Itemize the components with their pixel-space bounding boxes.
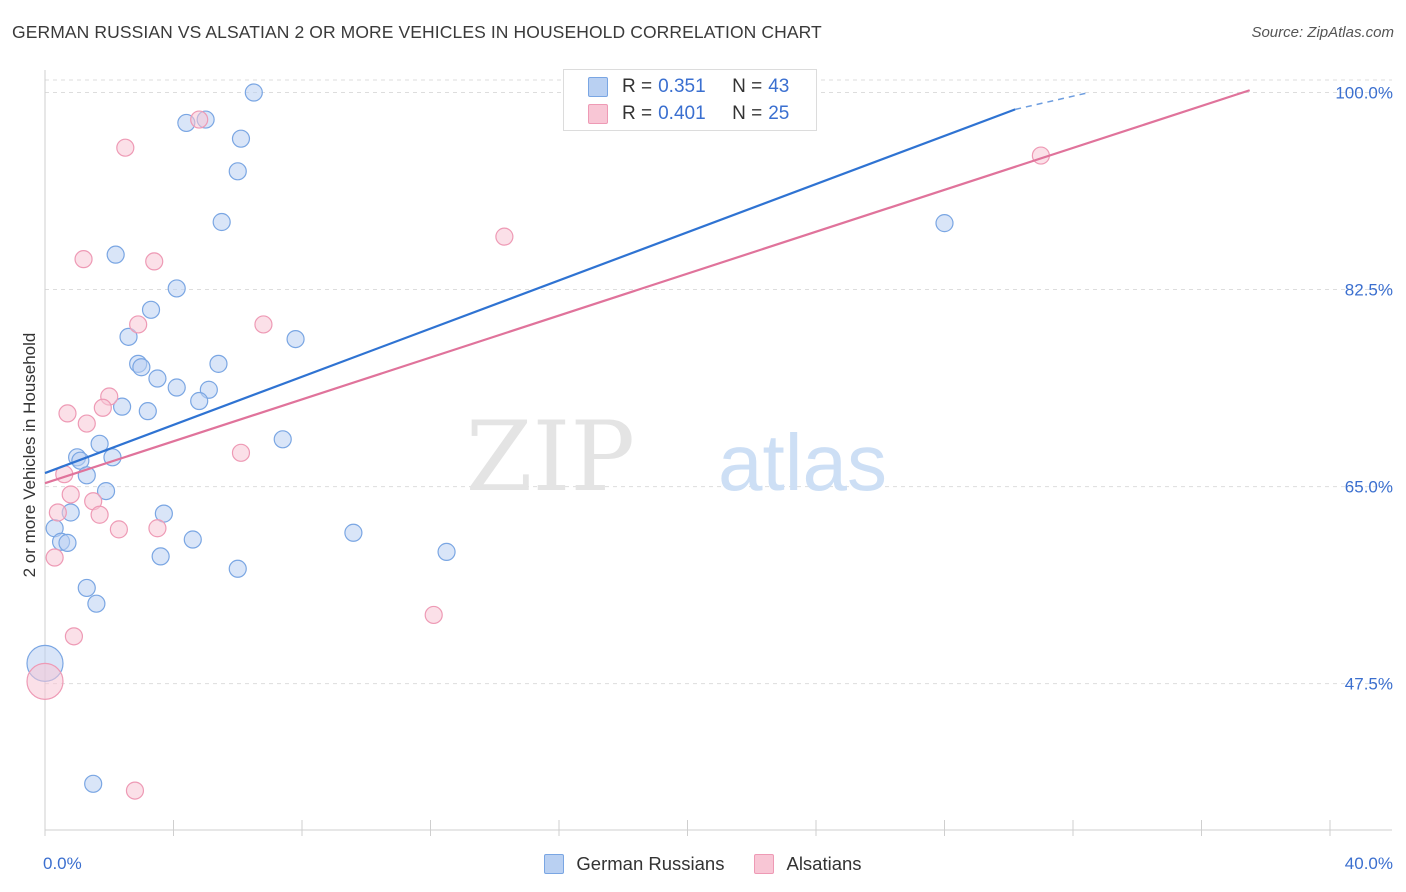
- legend-label: Alsatians: [786, 853, 862, 874]
- watermark-zip: ZIP: [466, 401, 635, 513]
- point-german-russians: [244, 83, 263, 102]
- point-alsatians: [254, 315, 273, 334]
- legend-swatch-pink: [754, 854, 775, 874]
- n-label: N =: [732, 76, 763, 97]
- chart-title: GERMAN RUSSIAN VS ALSATIAN 2 OR MORE VEH…: [12, 22, 822, 42]
- point-alsatians: [77, 414, 96, 433]
- point-alsatians: [58, 404, 77, 423]
- y-tick-label: 100.0%: [1335, 84, 1393, 103]
- x-tick-label-min: 0.0%: [43, 854, 82, 873]
- point-german-russians: [138, 402, 157, 421]
- tick-labels: 47.5% 65.0% 82.5% 100.0% 0.0% 40.0%: [43, 84, 1393, 873]
- point-alsatians: [45, 548, 64, 567]
- y-tick-label: 47.5%: [1345, 675, 1393, 694]
- point-alsatians: [109, 520, 128, 539]
- trendline-german-russians: [44, 108, 1016, 475]
- point-german-russians: [141, 300, 161, 319]
- r-value: 0.401: [658, 103, 706, 124]
- point-german-russians: [112, 397, 132, 416]
- point-alsatians: [231, 443, 251, 462]
- r-label: R =: [622, 76, 653, 97]
- legend-swatch-pink: [588, 104, 608, 124]
- point-alsatians: [90, 505, 109, 524]
- point-german-russians: [286, 329, 305, 349]
- legend-item-alsatians[interactable]: Alsatians: [754, 853, 862, 875]
- point-alsatians: [74, 250, 93, 269]
- point-alsatians: [125, 781, 145, 800]
- point-alsatians: [129, 315, 148, 334]
- point-german-russians: [119, 327, 138, 346]
- legend-label: German Russians: [576, 853, 725, 874]
- point-german-russians: [106, 245, 125, 264]
- point-german-russians: [84, 774, 103, 793]
- trendline-alsatians: [44, 89, 1251, 485]
- point-german-russians: [209, 354, 228, 373]
- point-german-russians: [437, 542, 456, 561]
- r-value: 0.351: [658, 76, 706, 97]
- point-german-russians: [231, 129, 251, 148]
- legend-item-german-russians[interactable]: German Russians: [544, 853, 724, 875]
- point-german-russians: [183, 530, 202, 549]
- legend-row-german-russians: R = 0.351 N = 43: [588, 74, 789, 100]
- series-legend: German Russians Alsatians: [0, 850, 1406, 878]
- point-german-russians: [132, 358, 151, 377]
- legend-row-alsatians: R = 0.401 N = 25: [588, 101, 789, 127]
- trend-lines: [44, 89, 1251, 485]
- point-german-russians: [273, 430, 292, 449]
- y-tick-label: 82.5%: [1345, 281, 1393, 300]
- point-alsatians: [61, 485, 80, 504]
- point-german-russians: [58, 533, 77, 552]
- x-tick-label-max: 40.0%: [1345, 854, 1393, 873]
- stats-legend: R = 0.351 N = 43 R = 0.401 N = 25: [563, 69, 817, 131]
- y-axis-label: 2 or more Vehicles in Household: [20, 332, 39, 578]
- n-value: 43: [768, 76, 790, 97]
- point-alsatians: [116, 138, 135, 157]
- point-german-russians: [151, 547, 170, 566]
- point-alsatians: [190, 110, 209, 129]
- point-german-russians: [228, 162, 247, 181]
- n-value: 25: [768, 103, 790, 124]
- r-label: R =: [622, 103, 653, 124]
- point-alsatians: [495, 227, 514, 246]
- point-german-russians: [167, 279, 186, 298]
- point-german-russians: [344, 523, 363, 542]
- watermark-atlas: atlas: [718, 418, 887, 507]
- watermark: ZIP atlas: [466, 401, 887, 513]
- point-german-russians: [87, 594, 106, 613]
- trendline-german-russians-extension: [1015, 91, 1090, 111]
- grid-lines: [45, 79, 1392, 685]
- axes: [44, 70, 1392, 836]
- point-alsatians: [145, 252, 164, 271]
- point-german-russians: [212, 212, 231, 232]
- point-alsatians: [26, 662, 64, 700]
- legend-swatch-blue: [544, 854, 565, 874]
- point-german-russians: [96, 481, 116, 501]
- point-alsatians: [424, 605, 443, 625]
- y-tick-label: 65.0%: [1345, 478, 1393, 497]
- point-german-russians: [228, 559, 247, 578]
- point-alsatians: [93, 398, 112, 417]
- point-german-russians: [935, 214, 954, 233]
- n-label: N =: [732, 103, 763, 124]
- point-german-russians: [167, 378, 186, 397]
- source-label: Source: ZipAtlas.com: [1251, 24, 1394, 41]
- point-alsatians: [64, 627, 84, 646]
- point-german-russians: [77, 578, 96, 598]
- point-german-russians: [148, 369, 167, 388]
- point-german-russians: [190, 391, 209, 411]
- point-alsatians: [148, 519, 167, 538]
- legend-swatch-blue: [588, 77, 608, 97]
- point-alsatians: [48, 503, 67, 522]
